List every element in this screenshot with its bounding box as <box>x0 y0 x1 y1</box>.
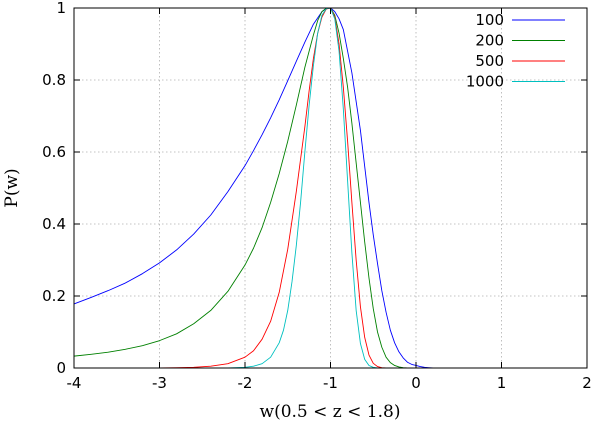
grid <box>74 8 587 368</box>
legend-label-200: 200 <box>475 32 504 50</box>
x-tick-label: -4 <box>67 374 82 392</box>
axis-ticks <box>73 7 588 369</box>
legend: 100 200 500 1000 <box>466 11 565 91</box>
legend-label-100: 100 <box>475 11 504 29</box>
series-lines <box>73 7 434 369</box>
series-line-100 <box>73 7 434 369</box>
x-tick-label: -3 <box>152 374 167 392</box>
y-tick-label: 0.8 <box>42 71 66 89</box>
legend-label-1000: 1000 <box>466 73 504 91</box>
x-tick-label: 2 <box>582 374 592 392</box>
legend-label-500: 500 <box>475 52 504 70</box>
tick-labels: -4 -3 -2 -1 0 1 2 0 0.2 0.4 0.6 0.8 1 <box>42 0 592 392</box>
y-tick-label: 0.4 <box>42 215 66 233</box>
x-axis-label: w(0.5 < z < 1.8) <box>260 402 401 422</box>
y-axis-label: P(w) <box>2 168 22 207</box>
y-tick-label: 0.6 <box>42 143 66 161</box>
x-tick-label: 0 <box>411 374 421 392</box>
y-tick-label: 1 <box>56 0 66 17</box>
x-tick-label: -1 <box>323 374 338 392</box>
series-line-1000 <box>227 7 382 369</box>
y-tick-label: 0 <box>56 359 66 377</box>
y-tick-label: 0.2 <box>42 287 66 305</box>
x-tick-label: 1 <box>497 374 507 392</box>
x-tick-label: -2 <box>238 374 253 392</box>
